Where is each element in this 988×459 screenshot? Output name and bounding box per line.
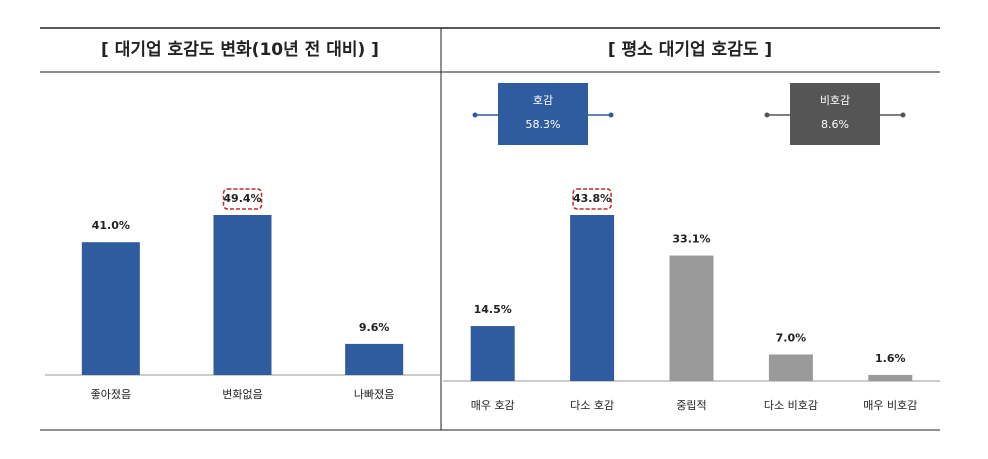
x-tick-label: 중립적: [676, 399, 706, 412]
x-tick-label: 좋아졌음: [91, 388, 131, 401]
value-label: 9.6%: [359, 321, 390, 334]
x-tick-label: 매우 호감: [471, 399, 515, 412]
bar: [213, 215, 272, 375]
value-label: 14.5%: [474, 303, 512, 316]
value-label: 41.0%: [92, 219, 130, 232]
annotation-box: [790, 83, 880, 145]
value-label: 49.4%: [223, 192, 261, 205]
bar: [570, 215, 615, 381]
value-label: 43.8%: [573, 192, 611, 205]
annotation-value: 8.6%: [821, 118, 849, 131]
annotation-box: [498, 83, 588, 145]
annotation-dot: [764, 112, 770, 118]
bar: [669, 255, 714, 381]
value-label: 7.0%: [776, 331, 807, 344]
highlight-box: [572, 188, 612, 210]
bar: [345, 343, 404, 375]
value-label: 33.1%: [672, 233, 710, 246]
bar: [470, 326, 515, 381]
x-tick-label: 다소 호감: [570, 399, 614, 412]
x-tick-label: 변화없음: [222, 388, 262, 401]
annotation-label: 비호감: [820, 94, 850, 107]
x-tick-label: 나빠졌음: [354, 388, 394, 401]
annotation-dot: [472, 112, 478, 118]
annotation-dot: [608, 112, 614, 118]
annotation-value: 58.3%: [526, 118, 561, 131]
bar: [768, 354, 813, 381]
bar: [868, 374, 913, 381]
chart-title: [ 평소 대기업 호감도 ]: [608, 40, 772, 60]
x-tick-label: 매우 비호감: [863, 399, 917, 412]
annotation-dot: [900, 112, 906, 118]
x-tick-label: 다소 비호감: [764, 399, 818, 412]
highlight-box: [222, 188, 263, 210]
bar: [81, 242, 140, 375]
annotation-label: 호감: [533, 94, 553, 107]
value-label: 1.6%: [875, 352, 906, 365]
chart-title: [ 대기업 호감도 변화(10년 전 대비) ]: [101, 40, 379, 60]
